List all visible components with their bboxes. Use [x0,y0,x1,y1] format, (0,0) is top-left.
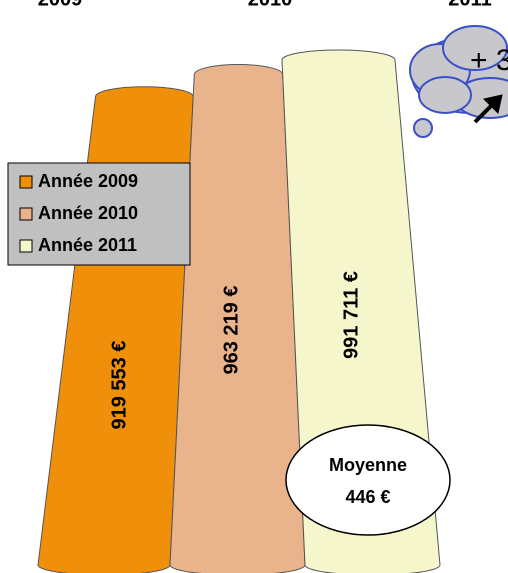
value-label: 919 553 € [108,341,130,430]
legend-label: Année 2009 [38,171,138,191]
x-tick-label: 2010 [248,0,293,10]
average-label: Moyenne [329,455,407,475]
x-tick-label: 2011 [448,0,491,10]
bar [38,87,193,573]
legend-swatch [20,176,32,188]
x-tick-label: 2009 [38,0,83,10]
average-value: 446 € [345,487,390,507]
chart: + 3 919 553 € 963 219 € 991 711 € Année 20… [0,0,508,573]
legend-swatch [20,208,32,220]
legend-label: Année 2011 [38,235,137,255]
average-bubble [286,425,450,535]
value-label: 991 711 € [340,271,362,359]
legend-swatch [20,240,32,252]
legend: Année 2009 Année 2010 Année 2011 [8,163,190,265]
legend-label: Année 2010 [38,203,138,223]
cloud-text: + 3 [470,44,508,77]
value-label: 963 219 € [220,286,242,375]
